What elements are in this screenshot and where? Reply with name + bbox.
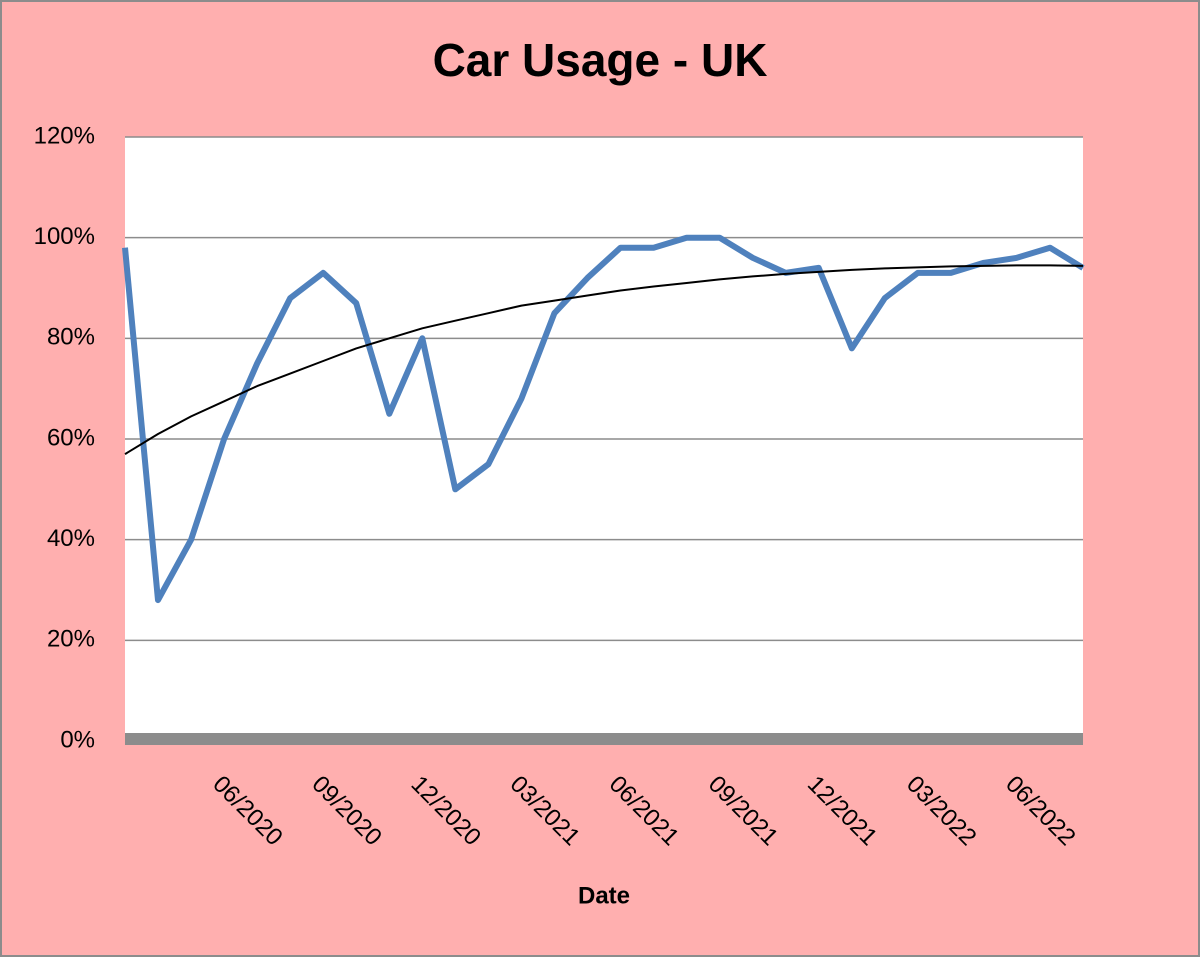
- y-tick-label: 60%: [47, 424, 95, 451]
- y-tick-label: 0%: [60, 726, 95, 753]
- chart-title: Car Usage - UK: [433, 34, 768, 86]
- x-axis-label: Date: [578, 882, 630, 909]
- y-tick-label: 80%: [47, 324, 95, 351]
- y-tick-label: 40%: [47, 525, 95, 552]
- y-tick-label: 120%: [34, 122, 95, 149]
- y-tick-label: 100%: [34, 223, 95, 250]
- floor: [125, 733, 1083, 745]
- data-line: [124, 264, 1084, 455]
- data-line: [122, 234, 1085, 604]
- y-tick-label: 20%: [47, 626, 95, 653]
